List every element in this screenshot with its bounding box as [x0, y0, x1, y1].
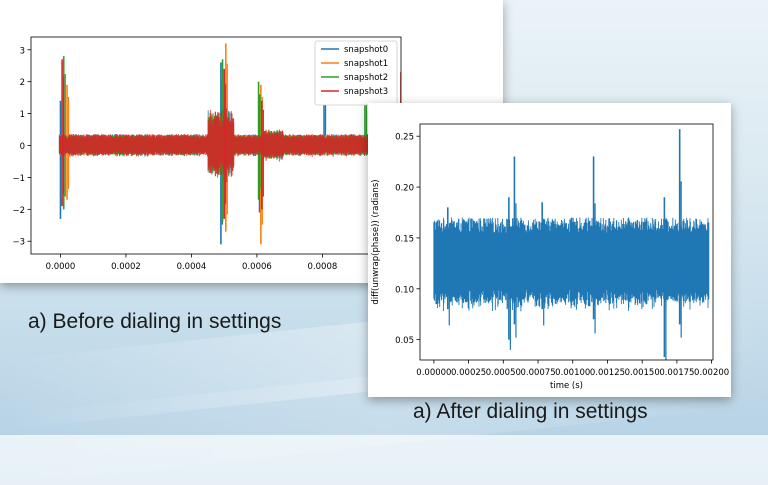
x-tick-label: 0.00075 [520, 368, 555, 378]
y-tick-label: 0.25 [395, 133, 414, 143]
caption-before: a) Before dialing in settings [28, 310, 282, 333]
y-tick-label: 0.05 [395, 336, 414, 346]
y-tick-label: 2 [20, 78, 25, 88]
caption-after: a) After dialing in settings [413, 400, 648, 423]
x-tick-label: 0.0004 [177, 262, 207, 272]
x-axis-label: time (s) [550, 381, 583, 391]
legend: snapshot0 snapshot1 snapshot2 snapshot3 [314, 40, 398, 106]
legend-label-snapshot3: snapshot3 [344, 87, 388, 97]
y-tick-label: 0 [20, 142, 25, 152]
series-signal [433, 129, 710, 360]
x-tick-label: 0.00150 [625, 368, 660, 378]
legend-label-snapshot1: snapshot1 [344, 59, 388, 69]
axes-frame [419, 123, 714, 361]
y-tick-label: 3 [20, 46, 25, 56]
series-band [433, 217, 710, 312]
legend-label-snapshot0: snapshot0 [344, 45, 388, 55]
x-tick-label: 0.00050 [486, 368, 521, 378]
y-tick-label: 1 [20, 110, 25, 120]
after-chart: 0.00000 0.00025 0.00050 0.00075 0.00100 0.001… [371, 123, 729, 391]
x-tick-label: 0.00175 [659, 368, 694, 378]
x-tick-label: 0.00100 [555, 368, 590, 378]
x-tick-label: 0.0008 [308, 262, 338, 272]
x-tick-label: 0.0000 [46, 262, 76, 272]
x-tick-label: 0.0006 [242, 262, 272, 272]
y-tick-label: −2 [12, 206, 25, 216]
after-chart-panel: 0.00000 0.00025 0.00050 0.00075 0.00100 0.001… [368, 103, 731, 397]
y-axis-label: diff(unwrap(phase)) (radians) [371, 179, 381, 304]
y-tick-label: −3 [12, 238, 25, 248]
x-tick-label: 0.00125 [590, 368, 625, 378]
x-tick-label: 0.0002 [111, 262, 141, 272]
series-snapshot3 [58, 59, 401, 219]
y-tick-label: 0.15 [395, 234, 414, 244]
plot-area [433, 129, 710, 360]
x-tick-label: 0.00000 [416, 368, 451, 378]
x-tick-label: 0.00025 [451, 368, 486, 378]
x-tick-label: 0.00200 [694, 368, 729, 378]
y-tick-label: 0.10 [395, 285, 414, 295]
legend-box [314, 40, 398, 106]
y-tick-label: 0.20 [395, 184, 414, 194]
legend-label-snapshot2: snapshot2 [344, 73, 388, 83]
y-tick-label: −1 [12, 174, 25, 184]
series-band [58, 108, 401, 183]
